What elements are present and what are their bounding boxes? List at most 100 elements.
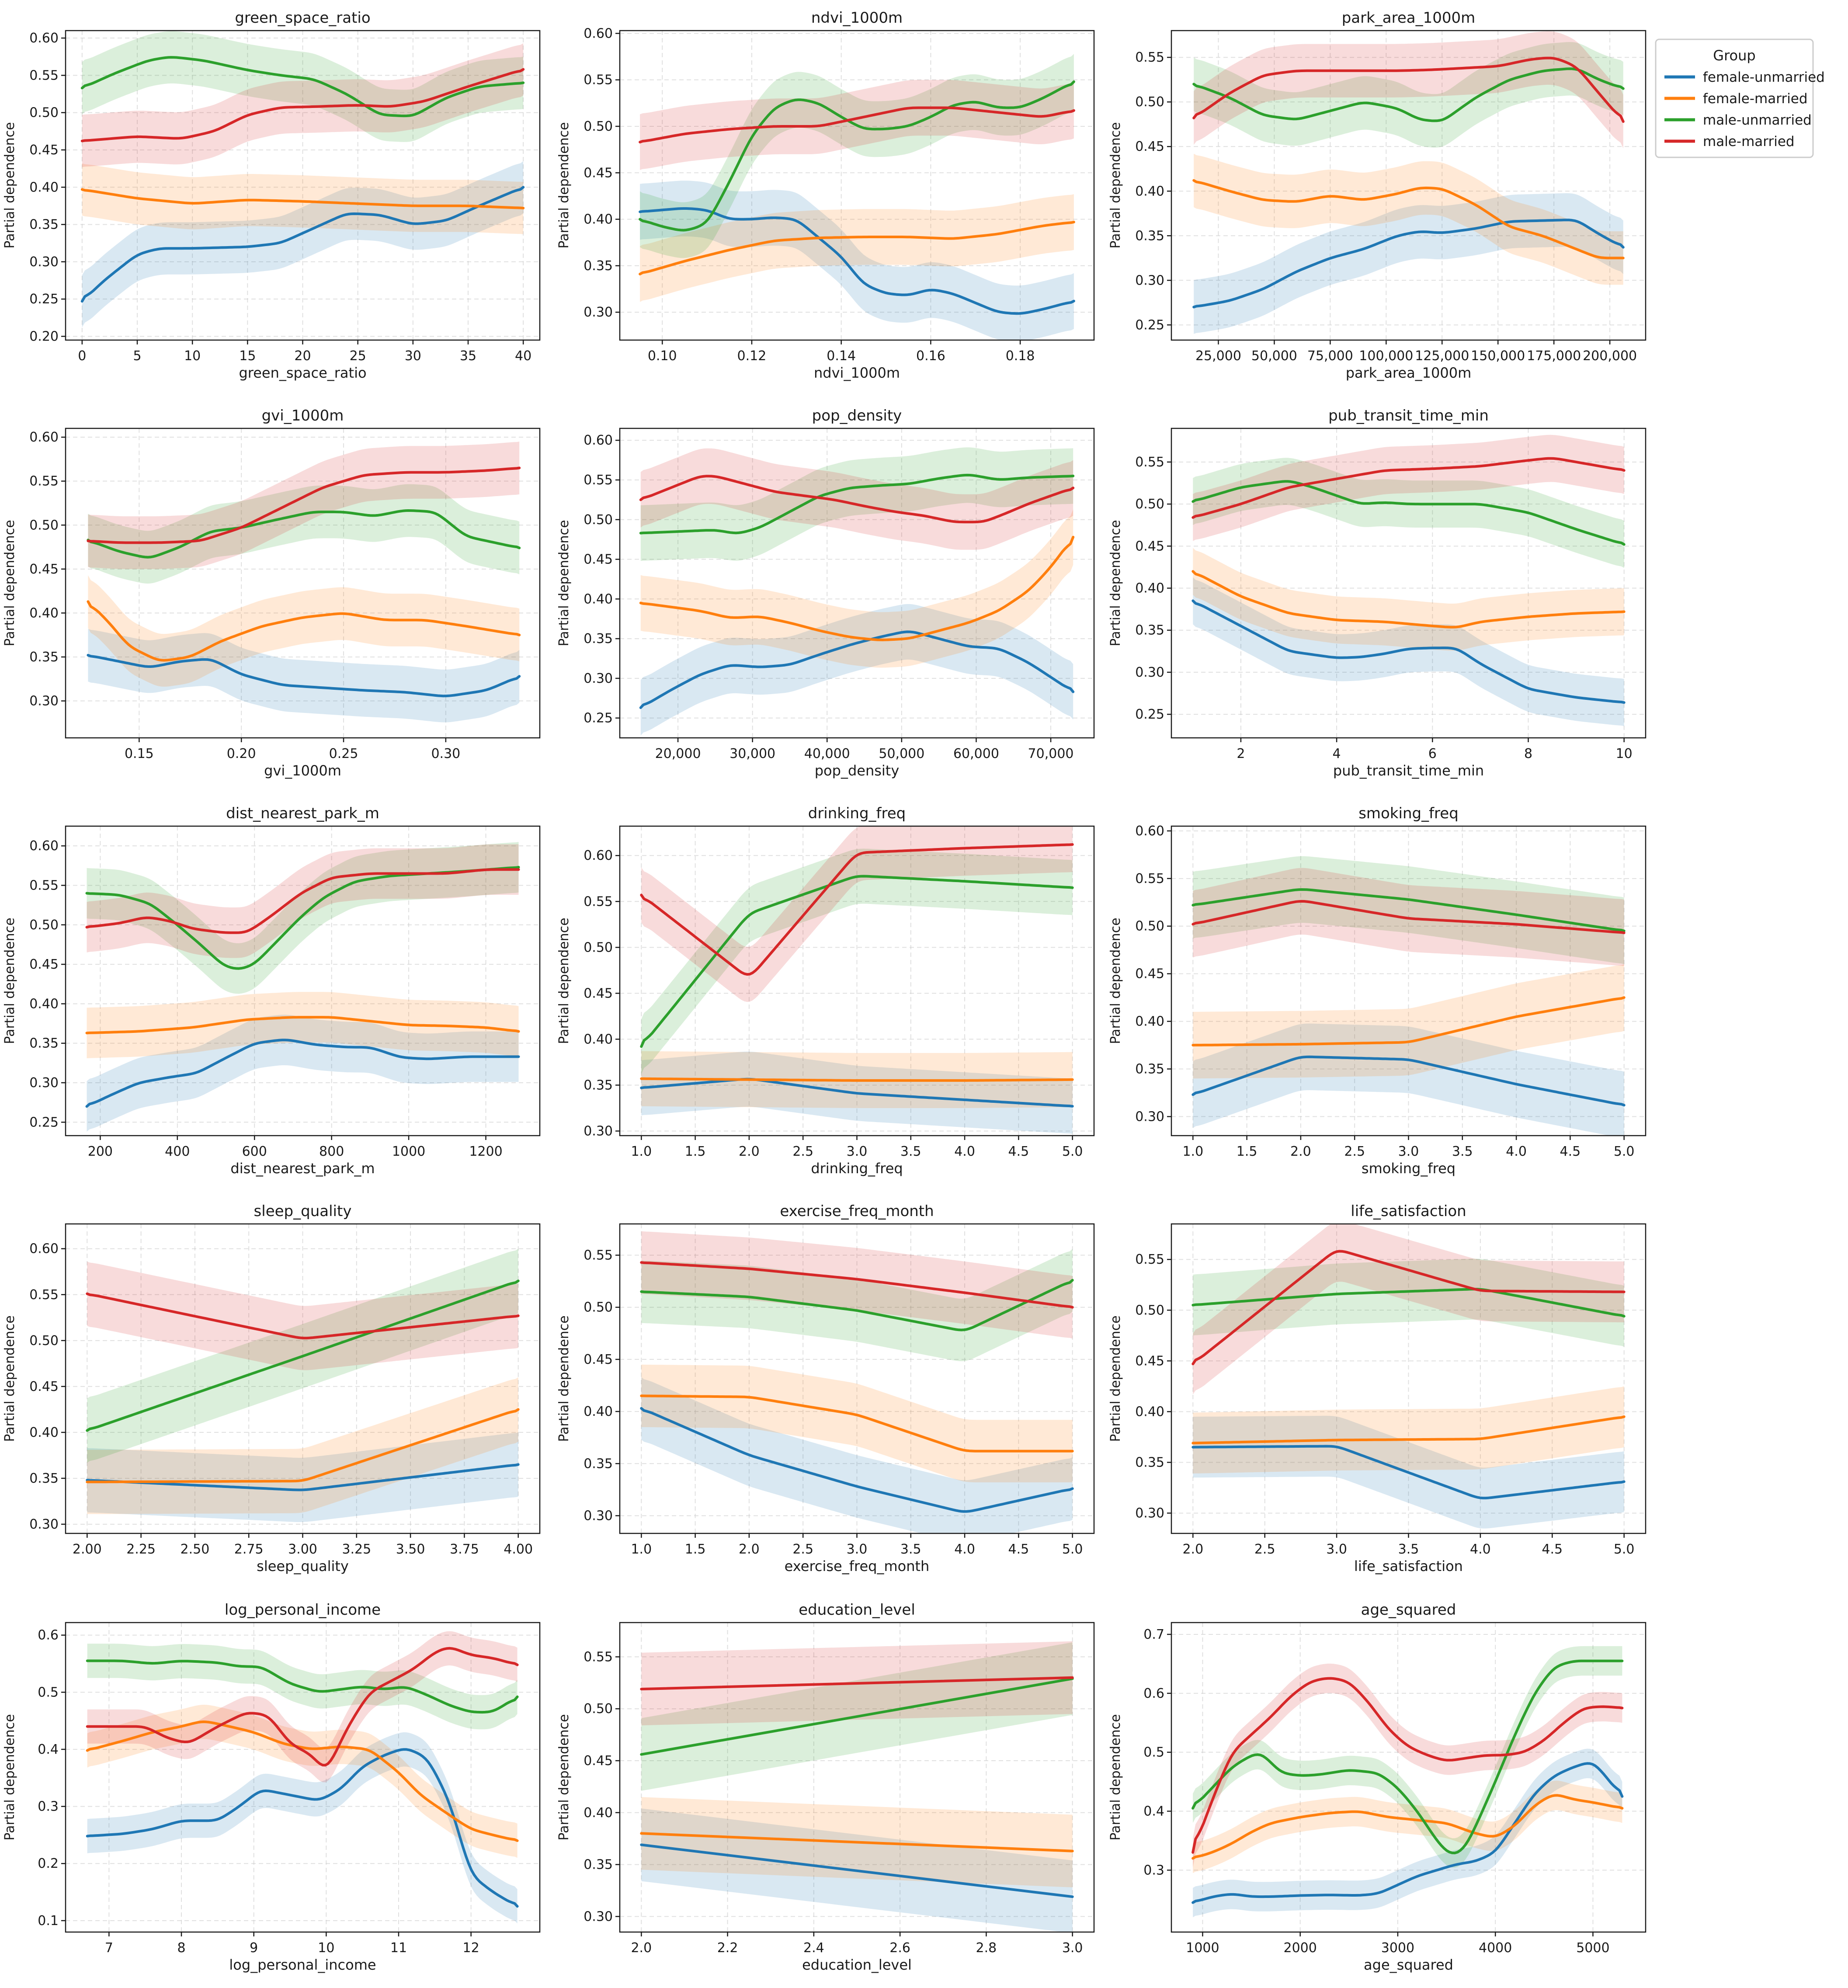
y-axis-label-pub-transit-time-min: Partial dependence	[1108, 520, 1123, 646]
y-tick-label-ndvi-1000m-3: 0.45	[584, 165, 613, 181]
series-line-education-level-female-unmarried	[640, 1843, 1074, 1898]
series-group-gvi-1000m	[87, 441, 521, 723]
y-tick-label-sleep-quality-0: 0.30	[29, 1517, 59, 1532]
x-axis-label-green-space-ratio: green_space_ratio	[239, 365, 366, 381]
y-tick-label-life-satisfaction-4: 0.50	[1135, 1303, 1164, 1318]
series-group-log-personal-income	[86, 1631, 519, 1924]
x-tick-label-life-satisfaction-0: 2.0	[1182, 1542, 1203, 1557]
y-tick-label-pop-density-7: 0.60	[584, 433, 613, 448]
y-axis-label-pop-density: Partial dependence	[556, 520, 572, 646]
series-line-green-space-ratio-female-married	[80, 188, 525, 209]
x-axis-label-dist-nearest-park-m: dist_nearest_park_m	[230, 1160, 375, 1177]
x-tick-label-education-level-1: 2.2	[717, 1940, 738, 1956]
plot-area-pub-transit-time-min	[1171, 428, 1646, 738]
y-tick-label-drinking-freq-1: 0.35	[584, 1077, 613, 1093]
subplot-dist-nearest-park-m: 200 400 600 800 1000 1200 0.25 0.30 0.35 0.40 0.45…	[2, 805, 541, 1177]
confidence-band-sleep-quality-male-married	[87, 1262, 518, 1370]
axes-frame-pop-density	[619, 427, 1095, 739]
x-tick-label-green-space-ratio-3: 15	[239, 348, 256, 364]
series-line-sleep-quality-female-married	[86, 1408, 520, 1484]
axes-frame-ndvi-1000m	[619, 30, 1095, 341]
y-axis-label-log-personal-income: Partial dependence	[2, 1714, 17, 1840]
series-line-pop-density-female-unmarried	[639, 630, 1075, 709]
axes-frame-pub-transit-time-min	[1171, 427, 1647, 739]
x-tick-label-pub-transit-time-min-3: 8	[1524, 746, 1532, 761]
x-tick-label-smoking-freq-2: 2.0	[1290, 1144, 1311, 1159]
confidence-band-smoking-freq-male-unmarried	[1193, 856, 1624, 964]
plot-area-dist-nearest-park-m	[66, 826, 540, 1136]
y-tick-label-smoking-freq-0: 0.30	[1135, 1109, 1164, 1124]
y-axis-label-exercise-freq-month: Partial dependence	[556, 1315, 572, 1442]
series-line-ndvi-1000m-male-married	[639, 106, 1075, 144]
confidence-band-dist-nearest-park-m-female-married	[87, 992, 519, 1058]
y-tick-label-log-personal-income-1: 0.2	[38, 1856, 59, 1871]
subplot-pop-density: 20,000 30,000 40,000 50,000 60,000 70,000 0.25…	[556, 407, 1095, 779]
subplot-smoking-freq: 1.0 1.5 2.0 2.5 3.0 3.5 4.0 4.5 5.0 0.30 0.35 0.40 0…	[1108, 805, 1647, 1177]
y-tick-label-education-level-5: 0.55	[584, 1649, 613, 1665]
series-line-pop-density-male-married	[639, 475, 1075, 524]
axes-frame-education-level	[619, 1622, 1095, 1933]
confidence-band-exercise-freq-month-female-married	[641, 1364, 1073, 1483]
y-tick-label-dist-nearest-park-m-7: 0.60	[29, 838, 59, 854]
x-tick-label-smoking-freq-3: 2.5	[1344, 1144, 1365, 1159]
y-tick-label-gvi-1000m-0: 0.30	[29, 694, 59, 709]
y-tick-label-exercise-freq-month-5: 0.55	[584, 1248, 613, 1263]
y-axis-label-park-area-1000m: Partial dependence	[1108, 122, 1123, 248]
y-tick-label-education-level-1: 0.35	[584, 1857, 613, 1873]
x-tick-label-pop-density-5: 70,000	[1028, 746, 1074, 761]
series-line-sleep-quality-male-unmarried	[86, 1279, 520, 1432]
y-tick-label-gvi-1000m-5: 0.55	[29, 474, 59, 489]
series-group-dist-nearest-park-m	[85, 842, 520, 1132]
y-tick-label-education-level-4: 0.50	[584, 1701, 613, 1717]
subplot-title-exercise-freq-month: exercise_freq_month	[780, 1203, 934, 1220]
x-tick-label-education-level-5: 3.0	[1062, 1940, 1083, 1956]
y-tick-label-pub-transit-time-min-3: 0.40	[1135, 581, 1164, 596]
y-tick-label-dist-nearest-park-m-0: 0.25	[29, 1115, 59, 1130]
confidence-band-park-area-1000m-male-married	[1194, 31, 1623, 149]
y-tick-label-gvi-1000m-3: 0.45	[29, 562, 59, 577]
x-tick-label-education-level-4: 2.8	[976, 1940, 997, 1956]
y-tick-label-age-squared-2: 0.5	[1143, 1745, 1164, 1760]
subplot-park-area-1000m: 25,000 50,000 75,000 100,000 125,000 150,000 1…	[1108, 9, 1647, 381]
confidence-band-park-area-1000m-male-unmarried	[1194, 42, 1623, 148]
y-tick-label-age-squared-0: 0.3	[1143, 1863, 1164, 1878]
subplot-green-space-ratio: 0 5 10 15 20 25 30 35 40 0.20 0.25 0.30 0.35 0.40 0.45…	[2, 9, 541, 381]
x-tick-label-park-area-1000m-2: 75,000	[1307, 348, 1353, 364]
subplot-title-dist-nearest-park-m: dist_nearest_park_m	[226, 805, 379, 822]
series-line-park-area-1000m-male-married	[1192, 56, 1625, 123]
plot-area-exercise-freq-month	[620, 1224, 1094, 1533]
x-tick-label-exercise-freq-month-5: 3.5	[900, 1542, 921, 1557]
axes-frame-gvi-1000m	[65, 427, 541, 739]
x-tick-label-sleep-quality-3: 2.75	[234, 1542, 264, 1557]
series-line-smoking-freq-female-married	[1191, 996, 1626, 1046]
series-group-age-squared	[1191, 1646, 1624, 1918]
x-tick-label-dist-nearest-park-m-3: 800	[319, 1144, 344, 1159]
y-tick-label-smoking-freq-6: 0.60	[1135, 824, 1164, 839]
x-tick-label-pop-density-1: 30,000	[729, 746, 775, 761]
x-tick-label-smoking-freq-0: 1.0	[1182, 1144, 1203, 1159]
y-tick-label-exercise-freq-month-4: 0.50	[584, 1300, 613, 1315]
series-line-exercise-freq-month-male-unmarried	[640, 1279, 1074, 1331]
x-tick-label-age-squared-4: 5000	[1576, 1940, 1609, 1956]
y-tick-label-gvi-1000m-6: 0.60	[29, 430, 59, 445]
y-tick-label-drinking-freq-0: 0.30	[584, 1123, 613, 1139]
subplot-title-log-personal-income: log_personal_income	[225, 1601, 381, 1619]
subplot-education-level: 2.0 2.2 2.4 2.6 2.8 3.0 0.30 0.35 0.40 0.45 0.50 0.…	[556, 1601, 1095, 1973]
x-tick-label-age-squared-2: 3000	[1381, 1940, 1414, 1956]
y-tick-label-life-satisfaction-0: 0.30	[1135, 1506, 1164, 1521]
y-tick-label-exercise-freq-month-0: 0.30	[584, 1508, 613, 1523]
series-group-exercise-freq-month	[640, 1231, 1074, 1533]
series-line-exercise-freq-month-male-married	[640, 1261, 1074, 1309]
x-tick-label-smoking-freq-4: 3.0	[1398, 1144, 1419, 1159]
series-line-gvi-1000m-female-married	[87, 600, 521, 662]
subplot-title-education-level: education_level	[799, 1601, 915, 1619]
x-tick-label-green-space-ratio-0: 0	[78, 348, 86, 364]
y-tick-label-green-space-ratio-8: 0.60	[29, 31, 59, 46]
y-tick-label-green-space-ratio-4: 0.40	[29, 180, 59, 195]
x-tick-label-park-area-1000m-6: 175,000	[1527, 348, 1581, 364]
series-line-gvi-1000m-female-unmarried	[87, 653, 521, 698]
y-tick-label-ndvi-1000m-4: 0.50	[584, 119, 613, 134]
x-tick-label-ndvi-1000m-4: 0.18	[1006, 348, 1035, 364]
y-tick-label-smoking-freq-1: 0.35	[1135, 1062, 1164, 1077]
legend-label-male-unmarried: male-unmarried	[1703, 112, 1812, 128]
